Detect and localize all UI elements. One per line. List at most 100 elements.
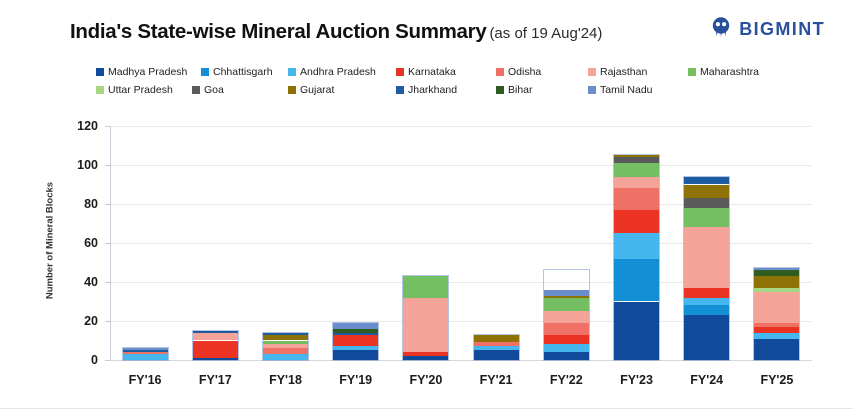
legend-item-bihar[interactable]: Bihar [496,81,533,99]
bar-segment-tamil-nadu[interactable] [543,289,589,296]
bar-segment-andhra-pradesh[interactable] [263,354,308,360]
legend-item-gujarat[interactable]: Gujarat [288,81,334,99]
bar-segment-madhya-pradesh[interactable] [614,301,659,360]
bar-segment-jharkhand[interactable] [333,332,379,335]
bar-segment-gujarat[interactable] [754,276,800,288]
bar-segment-rajasthan[interactable] [403,297,449,353]
bar-segment-madhya-pradesh[interactable] [403,356,449,360]
bar-segment-jharkhand[interactable] [263,332,308,335]
bar-segment-maharashtra[interactable] [263,340,308,345]
x-axis-tick-label: FY'20 [409,373,443,387]
legend-item-label: Andhra Pradesh [300,65,376,78]
bar-segment-odisha[interactable] [543,322,589,335]
bar-segment-karnataka[interactable] [192,340,238,359]
legend-swatch-icon [588,86,596,94]
legend-swatch-icon [288,68,296,76]
bar-segment-tamil-nadu[interactable] [122,348,168,351]
legend-item-uttar-pradesh[interactable]: Uttar Pradesh [96,81,173,99]
bar-outline [683,175,731,361]
bar-segment-odisha[interactable] [754,322,800,327]
bar-segment-andhra-pradesh[interactable] [333,346,379,351]
bar-outline [402,275,450,361]
bar-segment-gujarat[interactable] [543,295,589,298]
legend-item-maharashtra[interactable]: Maharashtra [688,63,759,81]
bar-segment-andhra-pradesh[interactable] [473,346,519,351]
legend-item-madhya-pradesh[interactable]: Madhya Pradesh [96,63,187,81]
bar-segment-tamil-nadu[interactable] [754,268,800,271]
bar-segment-rajasthan[interactable] [543,311,589,323]
bar-segment-goa[interactable] [614,157,659,164]
legend-row: Madhya Pradesh Chhattisgarh Andhra Pradesh… [96,63,816,81]
bar-segment-madhya-pradesh[interactable] [754,338,800,360]
y-gridline [110,282,812,283]
bar-segment-odisha[interactable] [263,348,308,355]
bar-segment-karnataka[interactable] [403,352,449,357]
bar-segment-bihar[interactable] [754,270,800,277]
legend-row: Uttar Pradesh Goa Gujarat Jharkhand Bihar Tam… [96,81,816,99]
bar-segment-tamil-nadu[interactable] [333,322,379,329]
bar-segment-gujarat[interactable] [684,184,730,199]
legend-item-goa[interactable]: Goa [192,81,224,99]
bar-segment-karnataka[interactable] [543,334,589,345]
bar-segment-odisha[interactable] [473,342,519,347]
legend-item-karnataka[interactable]: Karnataka [396,63,456,81]
bar-segment-karnataka[interactable] [333,334,379,347]
legend-item-tamil-nadu[interactable]: Tamil Nadu [588,81,653,99]
bar-segment-maharashtra[interactable] [614,163,659,177]
bar-segment-jharkhand[interactable] [122,350,168,353]
bar-segment-andhra-pradesh[interactable] [614,233,659,259]
bigmint-logo-icon [710,16,732,43]
bar-segment-rajasthan[interactable] [614,176,659,189]
legend-item-label: Jharkhand [408,83,458,96]
bar-segment-goa[interactable] [684,198,730,208]
legend-swatch-icon [288,86,296,94]
bar-segment-uttar-pradesh[interactable] [754,287,800,292]
bar-segment-andhra-pradesh[interactable] [122,354,168,360]
bar-segment-jharkhand[interactable] [192,330,238,333]
bar-segment-rajasthan[interactable] [192,332,238,341]
bar-segment-andhra-pradesh[interactable] [543,344,589,353]
bar-segment-karnataka[interactable] [684,287,730,298]
bar-segment-madhya-pradesh[interactable] [684,315,730,360]
bar-segment-jharkhand[interactable] [684,176,730,185]
bar-segment-gujarat[interactable] [263,334,308,341]
bar-outline [613,154,660,361]
bar-segment-andhra-pradesh[interactable] [754,332,800,339]
legend-item-rajasthan[interactable]: Rajasthan [588,63,647,81]
legend-item-odisha[interactable]: Odisha [496,63,541,81]
bar-segment-karnataka[interactable] [614,209,659,234]
bar-segment-chhattisgarh[interactable] [614,258,659,302]
bar-segment-chhattisgarh[interactable] [684,305,730,316]
legend-swatch-icon [96,68,104,76]
legend-item-andhra-pradesh[interactable]: Andhra Pradesh [288,63,376,81]
bar-segment-odisha[interactable] [122,352,168,355]
y-axis-tick-label: 120 [77,119,98,133]
legend-item-label: Rajasthan [600,65,648,78]
bar-segment-maharashtra[interactable] [684,207,730,228]
bar-segment-odisha[interactable] [614,188,659,210]
legend-item-jharkhand[interactable]: Jharkhand [396,81,457,99]
x-axis-tick-label: FY'16 [128,373,162,387]
bar-segment-rajasthan[interactable] [684,227,730,288]
bar-segment-madhya-pradesh[interactable] [473,350,519,360]
bar-segment-bihar[interactable] [333,328,379,333]
bar-segment-rajasthan[interactable] [263,344,308,349]
legend-item-chhattisgarh[interactable]: Chhattisgarh [201,63,273,81]
y-tick-mark [105,126,110,127]
bar-segment-karnataka[interactable] [754,326,800,333]
bar-segment-maharashtra[interactable] [403,276,449,298]
bar-segment-gujarat[interactable] [614,155,659,158]
y-gridline [110,243,812,244]
x-axis-tick-label: FY'17 [198,373,232,387]
bar-segment-gujarat[interactable] [473,334,519,343]
bar-segment-madhya-pradesh[interactable] [192,358,238,360]
bar-segment-andhra-pradesh[interactable] [684,297,730,306]
bar-segment-madhya-pradesh[interactable] [543,352,589,360]
bar-segment-madhya-pradesh[interactable] [333,350,379,360]
bar-segment-maharashtra[interactable] [543,297,589,312]
bar-segment-rajasthan[interactable] [754,291,800,323]
y-tick-mark [105,321,110,322]
bar-outline [472,333,520,361]
title-main-text: India's State-wise Mineral Auction Summa… [70,20,487,43]
legend-swatch-icon [396,68,404,76]
